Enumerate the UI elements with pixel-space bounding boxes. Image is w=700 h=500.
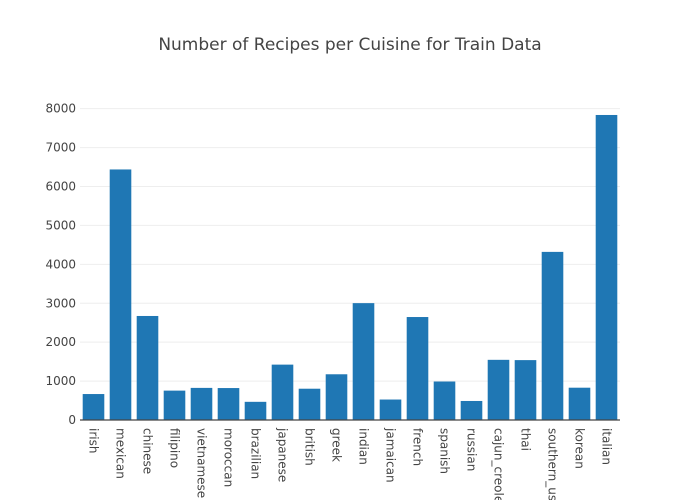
x-tick-label: southern_us: [546, 428, 560, 500]
x-tick-label: russian: [465, 428, 479, 471]
y-axis-ticks: 0 1000 2000 3000 4000 5000 6000 7000 8000: [45, 102, 76, 427]
x-tick-label: jamaican: [384, 427, 398, 483]
bar-cajun_creole: [487, 359, 510, 420]
x-tick-label: greek: [330, 428, 344, 462]
chart-title: Number of Recipes per Cuisine for Train …: [158, 35, 541, 55]
bar-indian: [352, 303, 375, 420]
gridlines: [80, 108, 620, 382]
y-tick-label: 5000: [45, 218, 76, 232]
y-tick-label: 6000: [45, 180, 76, 194]
bar-filipino: [163, 390, 186, 420]
x-tick-label: korean: [573, 428, 587, 469]
bar-vietnamese: [190, 387, 213, 420]
y-tick-label: 2000: [45, 335, 76, 349]
y-tick-label: 3000: [45, 296, 76, 310]
x-tick-label: vietnamese: [195, 428, 209, 498]
bar-british: [298, 388, 321, 420]
bar-brazilian: [244, 401, 267, 420]
bar-russian: [460, 400, 483, 420]
bar-southern_us: [541, 251, 564, 420]
x-tick-label: irish: [87, 428, 101, 453]
x-tick-label: spanish: [438, 428, 452, 474]
bar-chinese: [136, 315, 159, 420]
x-tick-label: cajun_creole: [492, 428, 506, 500]
x-tick-label: japanese: [276, 427, 290, 482]
bar-greek: [325, 374, 348, 420]
bar-japanese: [271, 364, 294, 420]
x-tick-label: moroccan: [222, 428, 236, 487]
y-tick-label: 7000: [45, 141, 76, 155]
y-tick-label: 0: [68, 413, 76, 427]
bar-irish: [82, 394, 105, 420]
x-tick-label: mexican: [114, 428, 128, 479]
bar-jamaican: [379, 399, 402, 420]
x-tick-label: brazilian: [249, 428, 263, 479]
bar-italian: [595, 114, 618, 420]
bars: [82, 114, 618, 420]
x-tick-label: thai: [519, 428, 533, 451]
y-tick-label: 8000: [45, 102, 76, 116]
y-tick-label: 4000: [45, 257, 76, 271]
x-tick-label: indian: [357, 428, 371, 465]
y-tick-label: 1000: [45, 374, 76, 388]
x-tick-label: filipino: [168, 428, 182, 468]
bar-thai: [514, 360, 537, 420]
bar-moroccan: [217, 388, 240, 420]
x-tick-label: british: [303, 428, 317, 466]
bar-korean: [568, 387, 591, 420]
x-tick-label: chinese: [141, 428, 155, 474]
x-tick-label: italian: [600, 428, 614, 465]
bar-french: [406, 317, 429, 420]
x-axis-ticks: irish mexican chinese filipino vietnamese mor…: [87, 427, 614, 500]
x-tick-label: french: [411, 428, 425, 466]
bar-mexican: [109, 169, 132, 420]
bar-spanish: [433, 381, 456, 420]
